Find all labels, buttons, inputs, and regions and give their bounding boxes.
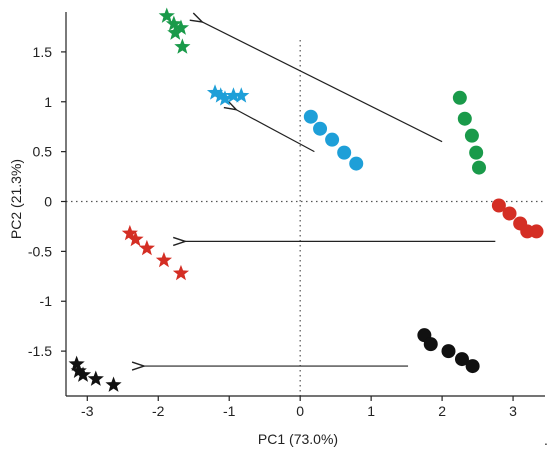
x-tick-label: 2 xyxy=(438,403,446,419)
series-circle-points xyxy=(303,109,364,171)
x-tick-label: 1 xyxy=(367,403,375,419)
ticks: -3 -2 -1 0 1 2 3 1.5 1 0.5 0 -0.5 -1 -1.5 xyxy=(28,44,517,419)
circle-point xyxy=(464,128,479,143)
star-point xyxy=(206,84,224,100)
x-axis-label: PC1 (73.0%) xyxy=(258,431,338,447)
x-tick-label: -3 xyxy=(81,403,94,419)
star-point xyxy=(172,19,190,35)
star-point xyxy=(138,239,155,256)
series-circle-points xyxy=(452,90,487,175)
star-point xyxy=(172,264,190,281)
circle-point xyxy=(325,132,340,147)
circle-point xyxy=(457,111,472,126)
circle-point xyxy=(452,90,467,105)
x-tick-label: 0 xyxy=(296,403,304,419)
y-tick-label: 1 xyxy=(44,94,52,110)
series-circle-points xyxy=(491,198,544,239)
star-point xyxy=(121,224,138,241)
x-tick-label: 3 xyxy=(509,403,517,419)
series-star-points xyxy=(121,224,190,281)
reference-lines xyxy=(66,40,545,396)
y-axis-label: PC2 (21.3%) xyxy=(8,159,24,239)
series-star-points xyxy=(68,355,122,392)
star-point xyxy=(174,38,191,54)
star-point xyxy=(167,24,184,40)
circle-point xyxy=(303,109,318,124)
circle-point xyxy=(491,198,506,213)
circle-point xyxy=(423,337,438,352)
circle-point xyxy=(465,359,480,374)
x-tick-label: -2 xyxy=(152,403,165,419)
star-point xyxy=(87,370,104,386)
star-point xyxy=(74,366,92,382)
star-point xyxy=(158,7,175,23)
circle-point xyxy=(454,352,469,367)
series-circle-points xyxy=(417,328,480,374)
circle-point xyxy=(441,344,456,359)
circle-point xyxy=(502,206,517,221)
circle-point xyxy=(337,145,352,160)
star-point xyxy=(233,87,250,103)
circle-point xyxy=(349,156,364,171)
y-tick-label: 0 xyxy=(44,194,52,210)
shift-arrows xyxy=(144,22,496,366)
star-point xyxy=(68,355,85,371)
x-tick-label: -1 xyxy=(223,403,236,419)
star-point xyxy=(70,362,87,378)
shift-arrow xyxy=(202,22,443,143)
star-point xyxy=(165,15,182,31)
trailing-period: . xyxy=(544,432,548,448)
series-star-points xyxy=(158,7,191,54)
data-points xyxy=(68,7,544,392)
shift-arrow xyxy=(236,110,315,153)
y-tick-label: 0.5 xyxy=(33,144,53,160)
star-point xyxy=(225,87,242,103)
axes xyxy=(65,12,545,397)
y-tick-label: 1.5 xyxy=(33,44,53,60)
circle-point xyxy=(313,121,328,136)
star-point xyxy=(155,251,173,268)
circle-point xyxy=(529,224,544,239)
star-point xyxy=(212,87,229,103)
star-point xyxy=(216,90,234,106)
star-point xyxy=(127,230,144,247)
circle-point xyxy=(469,145,484,160)
series-star-points xyxy=(206,84,250,106)
star-point xyxy=(105,376,122,392)
y-tick-label: -1.5 xyxy=(28,343,52,359)
y-tick-label: -0.5 xyxy=(28,243,52,259)
circle-point xyxy=(472,160,487,175)
y-tick-label: -1 xyxy=(40,293,53,309)
